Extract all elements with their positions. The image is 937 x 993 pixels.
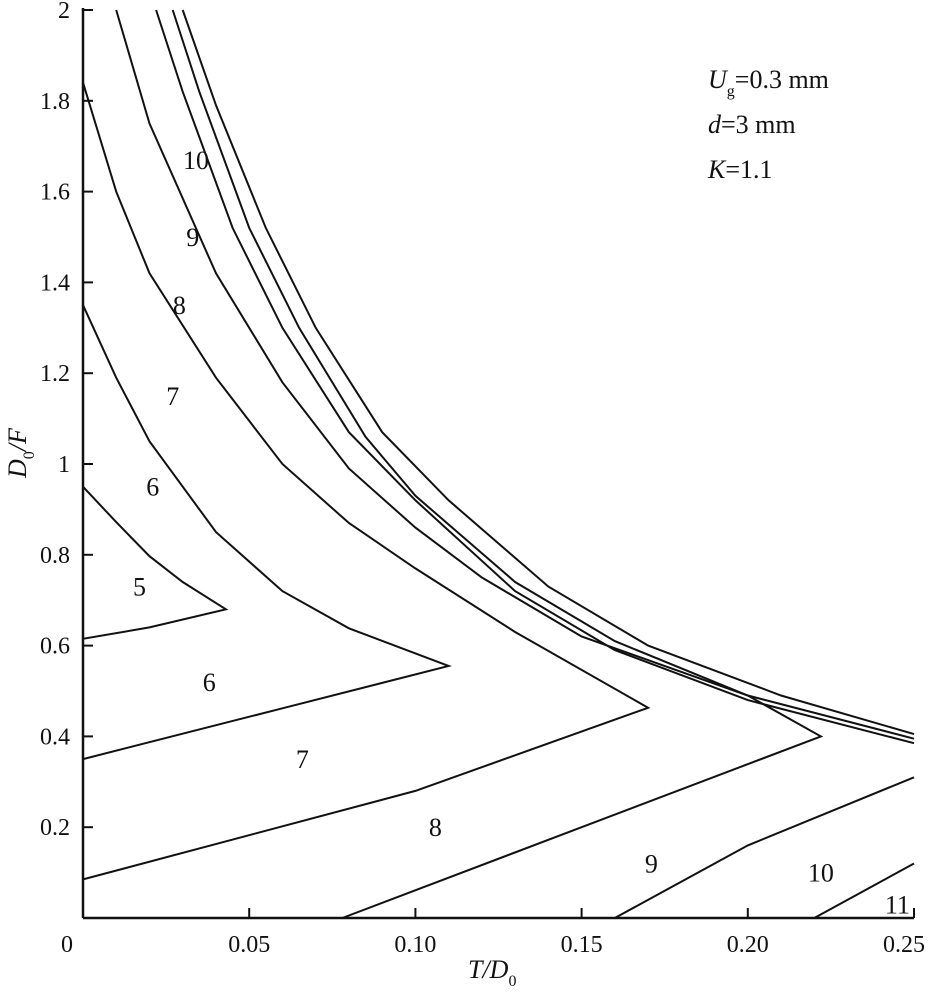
y-tick-label: 1 — [58, 452, 70, 478]
contour-line — [171, 9, 915, 740]
contour-line — [813, 862, 915, 919]
x-tick-label: 0.05 — [228, 932, 270, 958]
contour-level-label: 5 — [133, 573, 146, 602]
x-tick-label: 0.10 — [394, 932, 436, 958]
contour-level-label: 6 — [146, 473, 159, 502]
y-tick-label: 1.6 — [40, 180, 70, 206]
contour-line — [115, 9, 824, 919]
contour-level-label: 7 — [296, 745, 309, 774]
contour-line — [82, 486, 229, 640]
contour-level-label: 10 — [808, 859, 834, 888]
contour-level-labels: 5 6 6 7 7 8 8 9 9 10 10 11 — [133, 146, 910, 920]
contour-level-label: 6 — [203, 668, 216, 697]
contour-line — [181, 9, 915, 736]
annotation-block: Ug=0.3 mm d=3 mm K=1.1 — [707, 65, 829, 184]
y-tick-label: 0.6 — [40, 634, 70, 660]
contour-level-label: 9 — [186, 223, 199, 252]
y-tick-label: 1.4 — [40, 270, 70, 296]
x-tick-label: 0.15 — [561, 932, 603, 958]
annotation-d: d=3 mm — [708, 110, 796, 139]
x-tick-label: 0.20 — [727, 932, 769, 958]
x-axis-title: T/D0 — [468, 955, 516, 990]
contour-level-label: 8 — [173, 291, 186, 320]
x-tick-label: 0.25 — [883, 932, 925, 958]
y-tick-label: 0.4 — [40, 724, 70, 750]
contour-lines — [82, 9, 915, 919]
contour-line — [155, 9, 915, 745]
y-axis-title: D0/F — [3, 427, 38, 479]
contour-level-label: 7 — [166, 382, 179, 411]
contour-level-label: 11 — [885, 890, 910, 919]
y-tick-label: 0.2 — [40, 815, 70, 841]
annotation-k: K=1.1 — [707, 155, 773, 184]
y-tick-label: 0.8 — [40, 543, 70, 569]
contour-line — [82, 82, 651, 881]
contour-level-label: 8 — [429, 813, 442, 842]
y-tick-label: 1.2 — [40, 361, 70, 387]
y-tick-label: 1.8 — [40, 89, 70, 115]
x-tick-label: 0 — [61, 932, 73, 958]
contour-line — [82, 304, 452, 761]
contour-level-label: 9 — [645, 850, 658, 879]
y-tick-label: 2 — [58, 0, 70, 24]
contour-line — [614, 776, 915, 919]
axis-ticks: 0 0.05 0.10 0.15 0.20 0.25 0.2 0.4 0.6 0.8 1 1.2 1.4… — [40, 0, 925, 958]
annotation-ug: Ug=0.3 mm — [708, 65, 829, 100]
contour-level-label: 10 — [183, 146, 209, 175]
